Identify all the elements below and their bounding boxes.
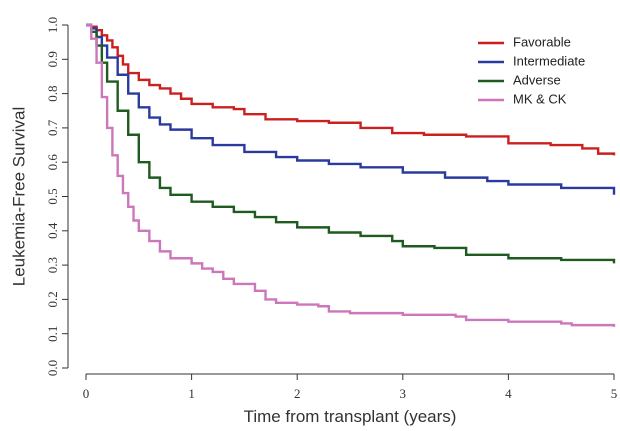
y-tick-label: 0.0 <box>45 360 60 376</box>
series-line-intermediate <box>86 23 616 195</box>
x-axis: 0 1 2 3 4 5 <box>83 373 618 401</box>
x-axis-title: Time from transplant (years) <box>244 407 457 426</box>
x-tick-label: 5 <box>611 386 618 401</box>
y-tick-label: 0.5 <box>45 188 60 204</box>
y-tick-label: 0.3 <box>45 257 60 273</box>
legend-label: Intermediate <box>513 53 585 68</box>
legend-label: MK & CK <box>513 91 567 106</box>
y-tick-label: 0.1 <box>45 326 60 342</box>
x-tick-label: 0 <box>83 386 90 401</box>
series-line-mk-ck <box>86 23 616 327</box>
y-tick-label: 1.0 <box>45 17 60 33</box>
legend-label: Adverse <box>513 72 561 87</box>
y-axis: 0.0 0.1 0.2 0.3 0.4 0.5 0.6 0.7 0.8 0.9 1.0 <box>45 17 69 376</box>
series-line-adverse <box>86 23 616 264</box>
plot-lines <box>86 23 616 327</box>
y-tick-label: 0.6 <box>45 154 60 171</box>
y-axis-title: Leukemia-Free Survival <box>9 107 28 287</box>
y-tick-label: 0.7 <box>45 119 60 136</box>
y-tick-label: 0.2 <box>45 291 60 307</box>
series-line-favorable <box>86 23 616 156</box>
x-tick-label: 4 <box>505 386 512 401</box>
x-tick-label: 3 <box>400 386 407 401</box>
x-tick-label: 1 <box>188 386 195 401</box>
y-tick-label: 0.8 <box>45 85 60 101</box>
legend: Favorable Intermediate Adverse MK & CK <box>478 34 585 106</box>
y-tick-label: 0.9 <box>45 51 60 67</box>
y-tick-label: 0.4 <box>45 222 60 239</box>
x-tick-label: 2 <box>294 386 301 401</box>
legend-label: Favorable <box>513 34 571 49</box>
